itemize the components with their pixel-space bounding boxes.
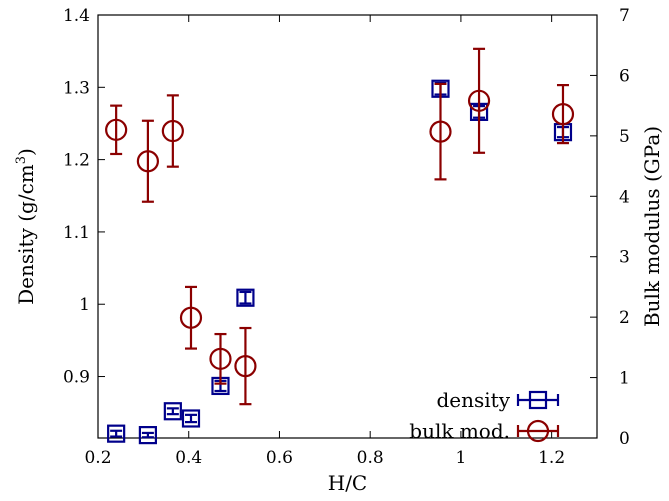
legend: density bulk mod. xyxy=(409,388,560,443)
bulk-mod-point xyxy=(161,119,184,143)
y-left-title-sup: 3 xyxy=(14,156,29,164)
x-tick-label: 0.6 xyxy=(266,448,293,468)
y-right-tick-label: 4 xyxy=(619,187,630,207)
y-left-tick-label: 1.1 xyxy=(63,223,90,243)
density-point xyxy=(138,426,157,445)
bulk-mod-point xyxy=(234,354,257,378)
y-left-tick-label: 1.2 xyxy=(63,151,90,171)
y-left-tick-label: 0.9 xyxy=(63,368,90,388)
y-right-tick-label: 1 xyxy=(619,369,630,389)
x-tick-label: 0.8 xyxy=(357,448,384,468)
y-right-axis-title: Bulk modulus (GPa) xyxy=(640,126,664,327)
x-tick-label: 0.2 xyxy=(84,448,111,468)
x-tick-label: 1 xyxy=(455,448,466,468)
y-left-title-main: Density (g/cm xyxy=(14,164,38,305)
plot-area: 0.2 0.4 0.6 0.8 1 1.2 0.9 1 1.1 1.2 1.3 1.4 0 1 2 3 4 5 6 7… xyxy=(14,6,664,495)
density-point xyxy=(163,402,182,421)
legend-label-density: density xyxy=(436,388,510,412)
y-right-tick-label: 0 xyxy=(619,429,630,449)
bulk-mod-point xyxy=(429,120,452,143)
x-tick-label: 1.2 xyxy=(538,448,565,468)
y-left-tick-label: 1 xyxy=(79,295,90,315)
y-right-tick-label: 2 xyxy=(619,308,630,328)
x-axis-title: H/C xyxy=(328,471,367,495)
legend-label-bulk-mod: bulk mod. xyxy=(409,419,510,443)
density-point xyxy=(107,424,126,443)
legend-marker-bulk-mod xyxy=(526,419,550,443)
y-left-tick-label: 1.3 xyxy=(63,78,90,98)
density-point xyxy=(181,409,201,428)
bulk-mod-point xyxy=(179,306,203,329)
y-right-tick-label: 6 xyxy=(619,66,630,86)
y-right-tick-label: 5 xyxy=(619,127,630,147)
bulk-mod-point xyxy=(209,347,232,370)
bulk-mod-point xyxy=(136,150,159,173)
plot-frame xyxy=(97,14,598,439)
density-point xyxy=(236,288,255,307)
y-left-axis-title: Density (g/cm3) xyxy=(14,148,38,305)
bulk-mod-point xyxy=(105,118,128,141)
y-right-tick-label: 7 xyxy=(619,6,630,26)
x-tick-label: 0.4 xyxy=(175,448,202,468)
legend-marker-density xyxy=(528,390,548,410)
bulk-mod-point xyxy=(551,103,575,126)
bulk-mod-point xyxy=(467,89,491,112)
y-left-title-close: ) xyxy=(14,148,38,156)
y-left-tick-label: 1.4 xyxy=(63,6,90,26)
y-right-tick-label: 3 xyxy=(619,248,630,268)
